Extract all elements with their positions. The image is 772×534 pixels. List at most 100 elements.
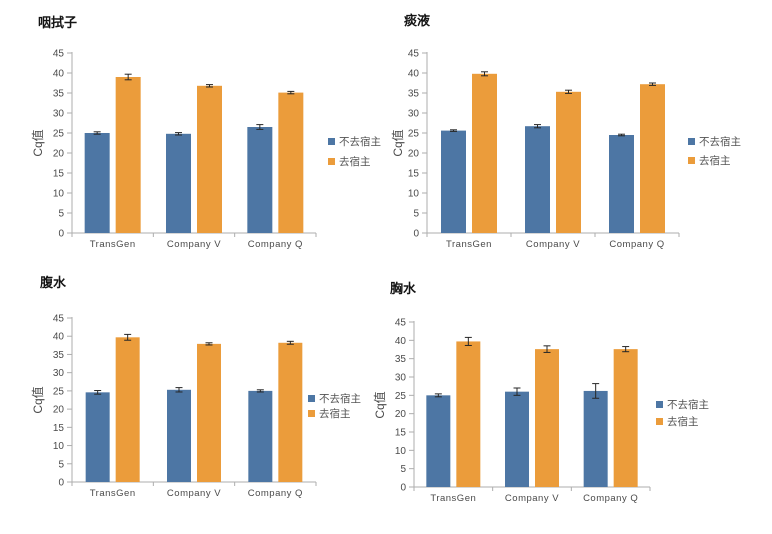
bar-series-0 <box>525 126 550 233</box>
bar-series-0 <box>247 127 273 233</box>
chart-sputum: 痰液 0 5 10 15 20 25 30 35 40 45 TransGen Company V Com… <box>390 13 741 250</box>
y-tick-label: 20 <box>395 409 407 420</box>
y-tick-label: 15 <box>53 423 65 434</box>
x-category-label: TransGen <box>446 239 492 250</box>
y-tick-label: 0 <box>58 229 64 240</box>
y-tick-label: 20 <box>53 405 65 416</box>
chart-pleural-fluid: 胸水 0 5 10 15 20 25 30 35 40 45 TransGen Company V Com… <box>372 281 709 504</box>
x-category-label: Company Q <box>248 488 303 499</box>
bar-series-0 <box>85 392 110 482</box>
y-tick-label: 25 <box>53 386 65 397</box>
legend-label: 去宿主 <box>339 155 371 168</box>
x-category-label: Company V <box>526 239 580 250</box>
y-tick-label: 5 <box>58 459 64 470</box>
bar-series-1 <box>556 91 581 233</box>
y-tick-label: 20 <box>408 149 420 160</box>
y-tick-label: 45 <box>408 49 420 60</box>
y-tick-label: 35 <box>395 354 407 365</box>
y-tick-label: 40 <box>53 69 65 80</box>
bar-series-0 <box>441 130 466 233</box>
y-tick-label: 45 <box>395 318 407 329</box>
y-tick-label: 10 <box>408 189 420 200</box>
y-axis-title: Cq值 <box>30 386 45 413</box>
bar-series-0 <box>505 391 529 487</box>
y-tick-label: 15 <box>53 169 65 180</box>
legend-swatch <box>656 401 663 408</box>
y-tick-label: 35 <box>53 89 65 100</box>
x-category-label: Company V <box>167 488 221 499</box>
bar-series-1 <box>640 84 665 233</box>
x-category-label: Company Q <box>609 239 664 250</box>
bar-series-1 <box>197 343 221 482</box>
y-tick-label: 25 <box>395 391 407 402</box>
y-axis-title: Cq值 <box>372 391 387 418</box>
y-tick-label: 30 <box>408 109 420 120</box>
legend-label: 不去宿主 <box>667 398 709 411</box>
y-tick-label: 25 <box>53 129 65 140</box>
bar-series-1 <box>115 337 140 482</box>
bar-series-1 <box>278 92 304 233</box>
y-tick-label: 5 <box>413 209 419 220</box>
x-category-label: TransGen <box>90 488 136 499</box>
y-tick-label: 5 <box>58 209 64 220</box>
legend-swatch <box>656 418 663 425</box>
legend-label: 不去宿主 <box>319 392 361 405</box>
y-tick-label: 40 <box>395 336 407 347</box>
y-tick-label: 15 <box>408 169 420 180</box>
y-tick-label: 35 <box>53 350 65 361</box>
legend-label: 不去宿主 <box>339 135 381 148</box>
x-category-label: Company V <box>505 493 559 504</box>
legend-swatch <box>688 138 695 145</box>
bar-series-0 <box>84 133 110 233</box>
legend-label: 去宿主 <box>699 154 731 167</box>
y-tick-label: 35 <box>408 89 420 100</box>
bar-series-0 <box>426 395 451 487</box>
y-tick-label: 5 <box>400 464 406 475</box>
y-axis-title: Cq值 <box>30 129 45 156</box>
chart-title: 咽拭子 <box>38 15 77 30</box>
chart-title: 胸水 <box>390 281 417 296</box>
y-tick-label: 45 <box>53 49 65 60</box>
bar-series-1 <box>613 349 638 487</box>
y-tick-label: 10 <box>53 441 65 452</box>
bar-series-0 <box>583 390 608 487</box>
y-tick-label: 10 <box>395 446 407 457</box>
bar-series-0 <box>167 389 191 482</box>
y-tick-label: 30 <box>53 109 65 120</box>
legend-label: 去宿主 <box>667 415 699 428</box>
bar-series-1 <box>535 349 559 487</box>
legend-swatch <box>328 158 335 165</box>
y-tick-label: 0 <box>400 483 406 494</box>
chart-throat-swab: 咽拭子 0 5 10 15 20 25 30 35 40 45 TransGen Company V Co… <box>30 15 381 250</box>
y-tick-label: 0 <box>58 478 64 489</box>
y-tick-label: 10 <box>53 189 65 200</box>
y-tick-label: 30 <box>53 368 65 379</box>
chart-title: 痰液 <box>404 13 430 28</box>
bar-series-1 <box>472 73 497 233</box>
y-tick-label: 25 <box>408 129 420 140</box>
y-tick-label: 40 <box>53 332 65 343</box>
bar-series-1 <box>115 77 141 233</box>
x-category-label: Company Q <box>248 239 303 250</box>
x-category-label: Company Q <box>583 493 638 504</box>
chart-ascites: 腹水 0 5 10 15 20 25 30 35 40 45 TransGen Company V Com… <box>30 275 361 499</box>
legend-swatch <box>308 410 315 417</box>
y-tick-label: 40 <box>408 69 420 80</box>
bar-series-1 <box>197 85 222 233</box>
y-tick-label: 30 <box>395 373 407 384</box>
bar-series-1 <box>278 342 303 482</box>
x-category-label: TransGen <box>90 239 136 250</box>
y-tick-label: 15 <box>395 428 407 439</box>
y-axis-title: Cq值 <box>390 129 405 156</box>
x-category-label: TransGen <box>430 493 476 504</box>
y-tick-label: 20 <box>53 149 65 160</box>
legend-label: 去宿主 <box>319 407 351 420</box>
legend-swatch <box>328 138 335 145</box>
bar-series-0 <box>166 133 191 233</box>
y-tick-label: 45 <box>53 314 65 325</box>
legend-swatch <box>688 157 695 164</box>
legend-swatch <box>308 395 315 402</box>
bar-series-1 <box>456 341 481 487</box>
y-tick-label: 0 <box>413 229 419 240</box>
